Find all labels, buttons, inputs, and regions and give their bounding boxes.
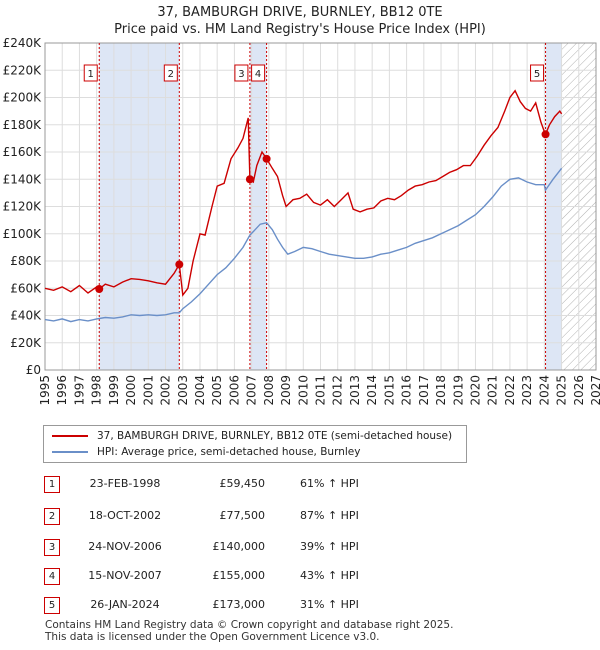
legend-swatch-property (52, 435, 88, 437)
x-tick-label: 1995 (38, 375, 52, 406)
sale-point (175, 260, 184, 269)
x-tick-label: 2003 (176, 375, 190, 406)
x-tick-label: 2015 (382, 375, 396, 406)
x-tick-label: 2004 (193, 375, 207, 406)
footer-copyright: Contains HM Land Registry data © Crown c… (45, 619, 454, 631)
row-marker: 5 (44, 597, 60, 614)
x-tick-label: 2027 (589, 375, 600, 406)
y-tick-label: £40K (10, 309, 42, 323)
y-tick-label: £240K (3, 36, 43, 50)
x-tick-label: 2012 (331, 375, 345, 406)
x-tick-label: 1998 (90, 375, 104, 406)
legend-label-property: 37, BAMBURGH DRIVE, BURNLEY, BB12 0TE (s… (97, 430, 453, 442)
x-tick-label: 2023 (520, 375, 534, 406)
row-hpi-change: 43% ↑ HPI (300, 569, 359, 582)
x-tick-label: 2009 (279, 375, 293, 406)
row-price: £140,000 (212, 540, 266, 553)
footer-licence: This data is licensed under the Open Gov… (45, 631, 380, 643)
x-tick-label: 2024 (537, 375, 551, 406)
y-tick-label: £120K (3, 200, 43, 214)
row-price: £77,500 (219, 509, 266, 522)
chart-subtitle: Price paid vs. HM Land Registry's House … (114, 22, 486, 37)
row-hpi-change: 39% ↑ HPI (300, 540, 359, 553)
y-tick-label: £140K (3, 172, 43, 186)
row-marker: 4 (44, 568, 60, 585)
row-hpi-change: 61% ↑ HPI (300, 477, 359, 490)
sale-label-box (163, 64, 178, 82)
sale-label-box (83, 64, 98, 82)
row-marker: 1 (44, 476, 60, 493)
y-tick-label: £0 (26, 363, 41, 377)
y-tick-label: £180K (3, 118, 43, 132)
sale-label-box (251, 64, 266, 82)
sale-label-box (234, 64, 249, 82)
row-date: 26-JAN-2024 (90, 598, 160, 611)
x-tick-label: 2007 (245, 375, 259, 406)
x-tick-label: 2005 (210, 375, 224, 406)
row-hpi-change: 31% ↑ HPI (300, 598, 359, 611)
x-tick-label: 2017 (417, 375, 431, 406)
row-date: 24-NOV-2006 (88, 540, 162, 553)
legend-label-hpi: HPI: Average price, semi-detached house,… (97, 446, 361, 458)
series-line-hpi (44, 167, 563, 323)
sale-point (245, 175, 254, 184)
series-line-property (44, 89, 563, 297)
x-tick-label: 2008 (262, 375, 276, 406)
x-tick-label: 2016 (400, 375, 414, 406)
x-tick-label: 2020 (468, 375, 482, 406)
x-tick-label: 2019 (451, 375, 465, 406)
y-tick-label: £200K (3, 91, 43, 105)
plot-border (44, 42, 597, 371)
x-tick-label: 2026 (572, 375, 586, 406)
row-marker: 2 (44, 508, 60, 525)
x-tick-label: 2011 (314, 375, 328, 406)
table-row: 2 18-OCT-2002 £77,500 87% ↑ HPI (0, 507, 600, 527)
legend: 37, BAMBURGH DRIVE, BURNLEY, BB12 0TE (s… (43, 425, 467, 463)
sale-label: 3 (238, 69, 244, 80)
x-tick-label: 2010 (296, 375, 310, 406)
y-tick-label: £80K (10, 254, 42, 268)
sale-point (541, 130, 550, 139)
table-row: 1 23-FEB-1998 £59,450 61% ↑ HPI (0, 475, 600, 495)
table-row: 4 15-NOV-2007 £155,000 43% ↑ HPI (0, 567, 600, 587)
x-tick-label: 2013 (348, 375, 362, 406)
x-tick-label: 2018 (434, 375, 448, 406)
sale-point (262, 154, 271, 163)
price-chart: £0 £20K £40K £60K £80K £100K £120K £140K £160K £1… (3, 36, 600, 406)
x-tick-label: 1996 (55, 375, 69, 406)
row-date: 15-NOV-2007 (88, 569, 162, 582)
y-tick-label: £20K (10, 336, 42, 350)
row-marker: 3 (44, 539, 60, 556)
chart-title: 37, BAMBURGH DRIVE, BURNLEY, BB12 0TE (157, 5, 443, 20)
y-tick-label: £100K (3, 227, 43, 241)
y-tick-label: £160K (3, 145, 43, 159)
sale-label: 2 (168, 69, 174, 80)
x-tick-label: 1997 (72, 375, 86, 406)
x-tick-label: 2000 (124, 375, 138, 406)
row-date: 18-OCT-2002 (88, 509, 162, 522)
x-tick-label: 2014 (365, 375, 379, 406)
y-tick-label: £60K (10, 281, 42, 295)
row-date: 23-FEB-1998 (89, 477, 161, 490)
sale-label: 5 (534, 69, 540, 80)
row-hpi-change: 87% ↑ HPI (300, 509, 359, 522)
y-tick-label: £220K (3, 63, 43, 77)
row-price: £155,000 (212, 569, 266, 582)
x-tick-label: 2002 (159, 375, 173, 406)
row-price: £173,000 (212, 598, 266, 611)
x-tick-label: 2025 (555, 375, 569, 406)
sale-label: 4 (255, 69, 261, 80)
legend-swatch-hpi (52, 451, 88, 453)
table-row: 3 24-NOV-2006 £140,000 39% ↑ HPI (0, 538, 600, 558)
x-tick-label: 2001 (141, 375, 155, 406)
sale-label: 1 (88, 69, 94, 80)
x-tick-label: 1999 (107, 375, 121, 406)
row-price: £59,450 (219, 477, 266, 490)
x-tick-label: 2022 (503, 375, 517, 406)
x-tick-label: 2006 (227, 375, 241, 406)
sale-point (95, 284, 104, 293)
table-row: 5 26-JAN-2024 £173,000 31% ↑ HPI (0, 596, 600, 616)
sale-label-box (530, 64, 545, 82)
x-tick-label: 2021 (486, 375, 500, 406)
